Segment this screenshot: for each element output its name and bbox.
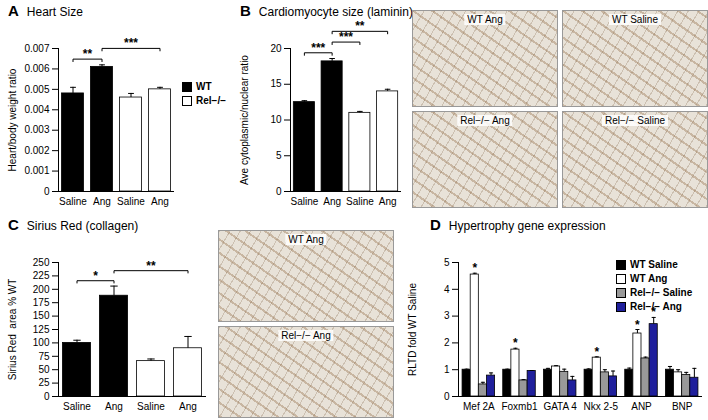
html-text:Rel−/−: Rel−/− [196, 95, 226, 106]
svg-text:0.006: 0.006 [24, 63, 49, 74]
html-text:WT Saline: WT Saline [612, 14, 658, 25]
svg-text:Saline: Saline [117, 196, 145, 207]
svg-text:***: *** [311, 41, 325, 55]
svg-text:Ang: Ang [151, 196, 169, 207]
svg-text:Mef 2A: Mef 2A [463, 401, 495, 412]
svg-text:4: 4 [444, 284, 450, 295]
svg-text:10: 10 [270, 114, 282, 125]
svg-text:Ang: Ang [323, 196, 341, 207]
svg-text:150: 150 [33, 310, 50, 321]
svg-text:**: ** [355, 19, 365, 33]
svg-text:Saline: Saline [346, 196, 374, 207]
svg-text:25: 25 [38, 377, 50, 388]
svg-text:GATA 4: GATA 4 [543, 401, 577, 412]
svg-text:200: 200 [33, 284, 50, 295]
svg-text:125: 125 [33, 324, 50, 335]
svg-text:Saline: Saline [63, 401, 91, 412]
svg-text:Ang: Ang [93, 196, 111, 207]
html-text:Rel−/− Ang: Rel−/− Ang [281, 330, 331, 341]
svg-text:**: ** [146, 259, 156, 273]
svg-text:**: ** [83, 47, 93, 61]
html-text:Sirius Red (collagen): Sirius Red (collagen) [26, 219, 139, 233]
svg-text:Ang: Ang [379, 196, 397, 207]
svg-text:100: 100 [33, 337, 50, 348]
svg-text:Saline: Saline [59, 196, 87, 207]
html-text:B: B [240, 2, 251, 19]
svg-text:0: 0 [444, 391, 450, 402]
svg-text:0: 0 [44, 186, 50, 197]
svg-text:ANP: ANP [631, 401, 652, 412]
html-text:WT Saline: WT Saline [630, 259, 678, 270]
svg-text:250: 250 [33, 257, 50, 268]
svg-text:Ave cytoplasmic/nuclear ratio: Ave cytoplasmic/nuclear ratio [239, 55, 250, 185]
html-text:Rel−/− Ang: Rel−/− Ang [460, 115, 510, 126]
svg-text:5: 5 [276, 150, 282, 161]
html-text:Cardiomyocyte size (laminin): Cardiomyocyte size (laminin) [258, 5, 413, 19]
svg-text:1: 1 [444, 364, 450, 375]
svg-text:50: 50 [38, 364, 50, 375]
svg-text:Ang: Ang [179, 401, 197, 412]
svg-text:0: 0 [44, 391, 50, 402]
svg-text:Saline: Saline [290, 196, 318, 207]
html-text:Rel−/− Saline: Rel−/− Saline [630, 287, 693, 298]
svg-text:3: 3 [444, 310, 450, 321]
svg-text:0: 0 [276, 186, 282, 197]
html-text:WT Ang: WT Ang [467, 14, 503, 25]
html-text:D: D [430, 216, 441, 233]
svg-text:75: 75 [38, 351, 50, 362]
svg-text:175: 175 [33, 297, 50, 308]
svg-text:*: * [513, 336, 518, 350]
html-text:WT: WT [196, 81, 212, 92]
svg-text:0.005: 0.005 [24, 84, 49, 95]
svg-text:0.002: 0.002 [24, 145, 49, 156]
html-text:Heart Size: Heart Size [26, 5, 83, 19]
svg-text:Sirius Red area % WT: Sirius Red area % WT [7, 279, 18, 381]
svg-text:20: 20 [270, 43, 282, 54]
html-text:Hypertrophy gene expression: Hypertrophy gene expression [448, 219, 606, 233]
html-text:Rel−/− Ang: Rel−/− Ang [630, 301, 682, 312]
html-text:Rel−/− Saline: Rel−/− Saline [605, 115, 665, 126]
svg-text:*: * [472, 261, 477, 275]
svg-text:0.001: 0.001 [24, 165, 49, 176]
svg-text:BNP: BNP [672, 401, 693, 412]
svg-text:***: *** [124, 36, 138, 50]
svg-text:*: * [93, 269, 98, 283]
svg-text:15: 15 [270, 78, 282, 89]
html-text:C: C [8, 216, 19, 233]
html-text:WT Ang: WT Ang [288, 234, 324, 245]
svg-text:***: *** [339, 30, 353, 44]
svg-text:5: 5 [444, 257, 450, 268]
svg-text:Saline: Saline [137, 401, 165, 412]
svg-text:RLTD fold WT Saline: RLTD fold WT Saline [407, 283, 418, 376]
svg-text:Nkx 2-5: Nkx 2-5 [584, 401, 619, 412]
html-text:WT Ang: WT Ang [630, 273, 668, 284]
svg-text:225: 225 [33, 270, 50, 281]
svg-text:Foxmb1: Foxmb1 [501, 401, 538, 412]
svg-text:Ang: Ang [105, 401, 123, 412]
html-text:A: A [8, 2, 19, 19]
svg-text:0.004: 0.004 [24, 104, 49, 115]
svg-text:Heart/body weight ratio: Heart/body weight ratio [7, 68, 18, 171]
svg-text:0.003: 0.003 [24, 124, 49, 135]
svg-text:2: 2 [444, 337, 450, 348]
svg-text:*: * [594, 345, 599, 359]
svg-text:0.007: 0.007 [24, 43, 49, 54]
svg-text:*: * [635, 318, 640, 332]
